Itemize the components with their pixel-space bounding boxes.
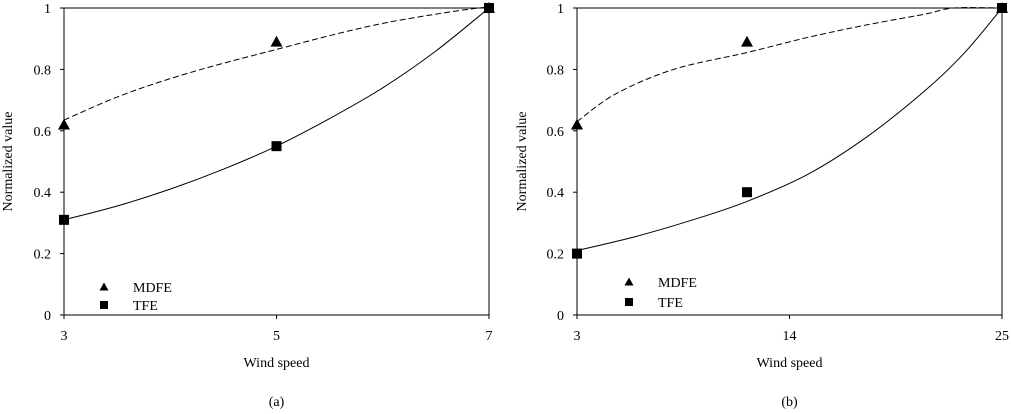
y-tick-label: 0.4 (34, 186, 52, 201)
x-tick-label: 3 (61, 329, 68, 344)
legend-label-tfe: TFE (658, 296, 683, 311)
data-point-mdfe (741, 35, 753, 47)
y-axis-title: Normalized value (1, 112, 16, 212)
data-point-mdfe (571, 118, 583, 130)
y-tick-label: 0 (44, 309, 51, 324)
y-tick-label: 0.8 (34, 63, 52, 78)
x-tick-label: 3 (574, 329, 581, 344)
y-tick-label: 0 (557, 309, 564, 324)
panel-label: (b) (781, 395, 798, 410)
trend-line-mdfe (63, 7, 490, 121)
y-tick-label: 0.4 (547, 186, 565, 201)
panel-label: (a) (269, 395, 285, 410)
y-tick-label: 0.8 (547, 63, 565, 78)
x-tick-label: 25 (995, 329, 1009, 344)
y-tick-label: 1 (557, 2, 564, 17)
legend-marker-mdfe (99, 282, 109, 291)
trend-line-mdfe (576, 7, 1003, 122)
y-tick-label: 0.6 (34, 125, 52, 140)
x-tick-label: 5 (273, 329, 280, 344)
chart-panel-b: 0 0.2 0.4 0.6 0.8 1 3 14 25 Wind speed Normalized … (515, 2, 1009, 410)
data-point-mdfe (270, 35, 283, 47)
data-point-tfe (59, 214, 69, 225)
y-axis-title: Normalized value (515, 112, 530, 212)
data-point-tfe (742, 187, 752, 198)
x-tick-label: 14 (783, 329, 797, 344)
trend-line-tfe (576, 7, 1003, 252)
y-tick-label: 0.2 (547, 248, 565, 263)
data-point-tfe (997, 3, 1007, 13)
data-point-mdfe (58, 118, 70, 130)
data-point-tfe (484, 3, 494, 13)
y-tick-label: 0.6 (547, 125, 565, 140)
plot-area-frame (576, 7, 1003, 316)
legend-marker-mdfe (624, 277, 634, 286)
x-tick-label: 7 (486, 329, 493, 344)
plot-area-frame (63, 7, 490, 316)
x-axis-title: Wind speed (757, 356, 823, 371)
y-tick-label: 1 (44, 2, 51, 17)
chart-panel-a: 0 0.2 0.4 0.6 0.8 1 3 5 7 Wind speed Normalized va… (1, 2, 495, 410)
y-tick-label: 0.2 (34, 248, 52, 263)
data-point-tfe (271, 141, 282, 152)
legend-label-mdfe: MDFE (133, 281, 172, 296)
data-point-tfe (572, 248, 582, 259)
legend-label-mdfe: MDFE (658, 276, 697, 291)
legend-label-tfe: TFE (133, 299, 158, 314)
legend-marker-tfe (100, 301, 108, 309)
x-axis-title: Wind speed (244, 356, 310, 371)
legend-marker-tfe (625, 298, 633, 306)
